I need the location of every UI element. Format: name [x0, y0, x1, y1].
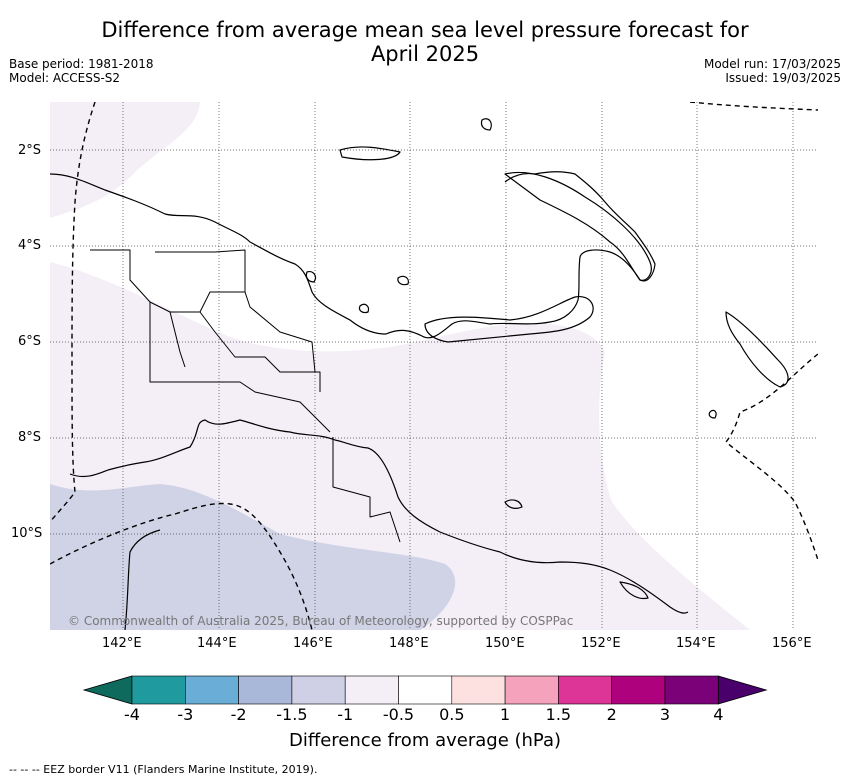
- lat-label-8s: 8°S: [18, 430, 42, 445]
- colorbar-cell: [451, 675, 506, 705]
- copyright-notice: © Commonwealth of Australia 2025, Bureau…: [68, 614, 574, 628]
- colorbar-cell: [291, 675, 346, 705]
- base-period-text: Base period: 1981-2018: [9, 57, 154, 71]
- small-islet-4: [708, 409, 717, 419]
- eez-southeast: [725, 353, 818, 561]
- colorbar-extend-low: [82, 675, 133, 705]
- lon-label-142e: 142°E: [102, 636, 142, 651]
- eez-footnote: -- -- -- EEZ border V11 (Flanders Marine…: [9, 763, 318, 776]
- colorbar-tick-label: 1: [500, 705, 511, 724]
- lat-label-6s: 6°S: [18, 334, 42, 349]
- lon-label-152e: 152°E: [581, 636, 621, 651]
- title-line-2: April 2025: [370, 42, 480, 66]
- colorbar-tick-label: -2: [230, 705, 247, 724]
- colorbar-title: Difference from average (hPa): [288, 730, 562, 751]
- new-britain: [424, 295, 594, 343]
- lon-label-150e: 150°E: [485, 636, 525, 651]
- woodlark-island: [619, 581, 649, 600]
- colorbar-cell: [131, 675, 186, 705]
- colorbar-tick-label: 0.5: [439, 705, 465, 724]
- anomaly-region-northwest: [50, 102, 200, 218]
- colorbar-tick-label: 2: [606, 705, 617, 724]
- coastlines: [50, 118, 789, 630]
- colorbar-cell: [344, 675, 399, 705]
- map-title: Difference from average mean sea level p…: [0, 18, 850, 66]
- lon-label-148e: 148°E: [389, 636, 429, 651]
- lon-label-146e: 146°E: [293, 636, 333, 651]
- colorbar-extend-high: [717, 675, 768, 705]
- lat-label-10s: 10°S: [11, 526, 43, 541]
- bougainville: [725, 311, 789, 388]
- colorbar-cell: [504, 675, 559, 705]
- colorbar-cell: [238, 675, 293, 705]
- colorbar-tick-label: -1: [337, 705, 354, 724]
- colorbar-cell: [664, 675, 719, 705]
- graticule: [50, 102, 818, 630]
- colorbar-tick-label: -1.5: [276, 705, 308, 724]
- eez-east: [689, 102, 818, 111]
- small-islet-2: [358, 303, 370, 314]
- small-islet-3: [480, 118, 492, 131]
- colorbar-cell: [398, 675, 453, 705]
- issued-text: Issued: 19/03/2025: [725, 71, 841, 85]
- eez-southwest: [50, 502, 313, 630]
- colorbar-cell: [611, 675, 666, 705]
- lat-label-2s: 2°S: [18, 143, 42, 158]
- new-guinea-north-coast: [50, 171, 656, 339]
- lon-label-156e: 156°E: [772, 636, 812, 651]
- colorbar: [82, 675, 768, 705]
- model-text: Model: ACCESS-S2: [9, 71, 121, 85]
- lon-label-144e: 144°E: [197, 636, 237, 651]
- title-line-1: Difference from average mean sea level p…: [101, 18, 749, 42]
- colorbar-tick-label: 3: [659, 705, 671, 724]
- small-islet-1: [397, 275, 409, 286]
- colorbar-tick-label: -3: [177, 705, 194, 724]
- australia-coast: [124, 529, 161, 630]
- meta-right: Model run: 17/03/2025 Issued: 19/03/2025: [704, 57, 841, 85]
- lat-label-4s: 4°S: [18, 238, 42, 253]
- trobriand-island: [504, 499, 523, 509]
- karkar-island: [305, 271, 317, 283]
- colorbar-tick-label: -0.5: [382, 705, 415, 724]
- manus-island: [339, 146, 401, 161]
- colorbar-cell: [558, 675, 612, 705]
- pressure-anomaly-map: [50, 102, 818, 630]
- colorbar-cells: [82, 675, 768, 705]
- model-run-text: Model run: 17/03/2025: [703, 57, 841, 71]
- meta-left: Base period: 1981-2018 Model: ACCESS-S2: [9, 57, 154, 85]
- new-ireland: [504, 171, 652, 281]
- province-boundaries: [90, 249, 401, 543]
- lon-label-154e: 154°E: [676, 636, 716, 651]
- colorbar-tick-label: 4: [713, 705, 724, 724]
- colorbar-cell: [185, 675, 239, 705]
- eez-borders: [50, 102, 818, 630]
- colorbar-tick-label: -4: [124, 705, 140, 724]
- new-guinea-south-coast: [69, 419, 689, 614]
- colorbar-tick-label: 1.5: [545, 705, 572, 724]
